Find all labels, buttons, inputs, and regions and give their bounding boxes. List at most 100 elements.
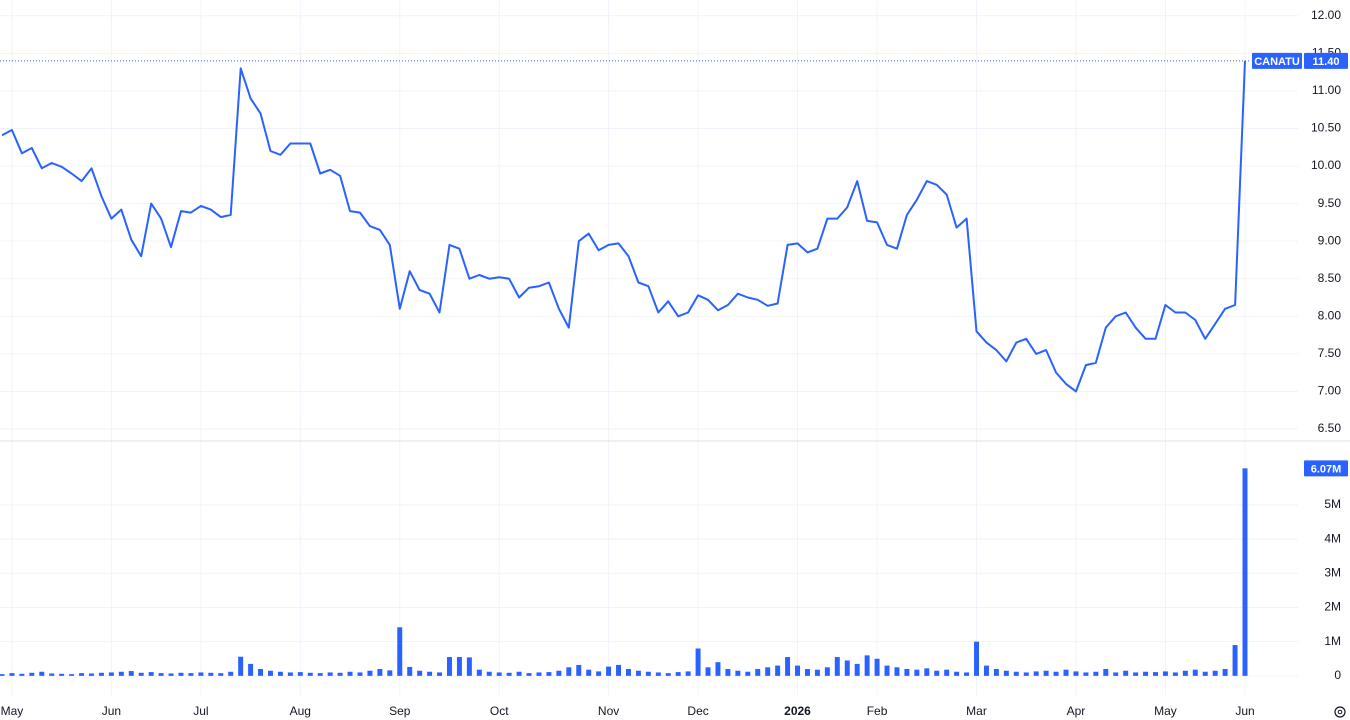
y-tick-label: 7.00 bbox=[1318, 384, 1342, 398]
volume-bar bbox=[317, 673, 323, 676]
volume-bar bbox=[745, 671, 751, 676]
symbol-tag bbox=[1252, 52, 1302, 69]
volume-bar bbox=[894, 667, 900, 676]
volume-bar bbox=[377, 669, 383, 676]
volume-bar bbox=[1192, 669, 1198, 676]
volume-bar bbox=[635, 670, 641, 676]
volume-bar bbox=[506, 672, 512, 676]
x-tick-label: Apr bbox=[1067, 704, 1086, 718]
volume-bar bbox=[844, 660, 850, 676]
price-tag bbox=[1304, 52, 1348, 69]
volume-bar bbox=[178, 672, 184, 676]
volume-bar bbox=[546, 672, 552, 676]
volume-bar bbox=[914, 669, 920, 676]
volume-bar bbox=[1063, 669, 1069, 676]
volume-bar bbox=[277, 671, 283, 676]
volume-bar bbox=[884, 665, 890, 676]
volume-bar bbox=[765, 667, 771, 676]
volume-bar bbox=[586, 669, 592, 676]
volume-bar bbox=[974, 641, 979, 676]
volume-bar bbox=[238, 656, 244, 676]
price-line bbox=[1, 60, 1246, 393]
volume-bar bbox=[685, 671, 691, 676]
volume-bar bbox=[1202, 671, 1208, 676]
volume-bar bbox=[1143, 671, 1149, 676]
x-tick-label: Aug bbox=[290, 704, 311, 718]
volume-bar bbox=[218, 673, 224, 676]
volume-bar bbox=[158, 673, 164, 676]
volume-bar bbox=[993, 669, 999, 676]
volume-bar bbox=[725, 669, 731, 676]
volume-bar bbox=[625, 669, 631, 676]
y-tick-label: 2M bbox=[1324, 600, 1341, 614]
volume-bar bbox=[516, 671, 522, 676]
volume-bar bbox=[795, 665, 801, 676]
x-tick-label: Feb bbox=[867, 704, 888, 718]
volume-bar bbox=[655, 672, 661, 676]
volume-bar bbox=[1162, 671, 1168, 676]
volume-bar bbox=[964, 672, 970, 676]
volume-bar bbox=[287, 672, 293, 676]
volume-bar bbox=[1033, 671, 1039, 676]
volume-bar bbox=[307, 672, 313, 676]
volume-bar bbox=[804, 669, 810, 676]
volume-bar bbox=[924, 668, 930, 676]
volume-bar bbox=[1153, 672, 1158, 676]
volume-bar bbox=[69, 674, 75, 676]
volume-bar bbox=[248, 663, 254, 676]
volume-bar bbox=[606, 666, 612, 676]
volume-bar bbox=[1043, 670, 1049, 676]
x-tick-label: Jun bbox=[102, 704, 121, 718]
volume-bar bbox=[1053, 671, 1059, 676]
volume-bar bbox=[1222, 669, 1228, 676]
y-tick-label: 9.50 bbox=[1318, 196, 1342, 210]
volume-bar bbox=[1003, 670, 1009, 676]
volume-tag-text: 6.07M bbox=[1311, 463, 1342, 475]
volume-bar bbox=[0, 674, 5, 676]
volume-bar bbox=[705, 667, 711, 676]
x-tick-label: Oct bbox=[490, 704, 509, 718]
volume-bar bbox=[79, 673, 85, 676]
volume-bar bbox=[904, 669, 910, 676]
volume-bar bbox=[1182, 670, 1188, 676]
volume-bar bbox=[446, 657, 452, 676]
settings-icon[interactable] bbox=[1334, 706, 1346, 718]
volume-bar bbox=[1172, 672, 1178, 676]
volume-bar bbox=[566, 667, 572, 676]
volume-bar bbox=[1242, 468, 1248, 676]
volume-bar bbox=[1123, 670, 1129, 676]
volume-bar bbox=[98, 672, 104, 676]
volume-bar bbox=[148, 672, 154, 676]
volume-bar bbox=[715, 662, 721, 676]
volume-bar bbox=[556, 670, 562, 676]
volume-bar bbox=[198, 672, 204, 676]
volume-bar bbox=[755, 669, 761, 676]
volume-bar bbox=[1232, 645, 1238, 676]
volume-bar bbox=[864, 655, 870, 676]
x-tick-label: Nov bbox=[598, 704, 619, 718]
marks-layer bbox=[0, 60, 1250, 676]
volume-bar bbox=[387, 670, 393, 676]
volume-bar bbox=[954, 671, 960, 676]
volume-bar bbox=[407, 666, 413, 676]
volume-bar bbox=[616, 664, 622, 676]
volume-bar bbox=[347, 671, 353, 676]
volume-bar bbox=[128, 671, 134, 676]
y-tick-label: 3M bbox=[1324, 565, 1341, 579]
volume-bar bbox=[854, 663, 860, 676]
volume-bar bbox=[258, 669, 264, 676]
x-tick-label: Sep bbox=[389, 704, 411, 718]
x-tick-label: Mar bbox=[966, 704, 987, 718]
y-tick-label: 1M bbox=[1324, 634, 1341, 648]
volume-bar bbox=[675, 672, 681, 676]
volume-bar bbox=[466, 657, 472, 676]
volume-bar bbox=[397, 627, 403, 676]
volume-bar bbox=[874, 658, 880, 676]
volume-bar bbox=[775, 665, 781, 676]
settings-icon-core bbox=[1337, 709, 1343, 715]
volume-bar bbox=[208, 672, 214, 676]
volume-bar bbox=[1093, 671, 1099, 676]
y-tick-label: 7.50 bbox=[1318, 346, 1342, 360]
volume-bar bbox=[427, 671, 433, 676]
